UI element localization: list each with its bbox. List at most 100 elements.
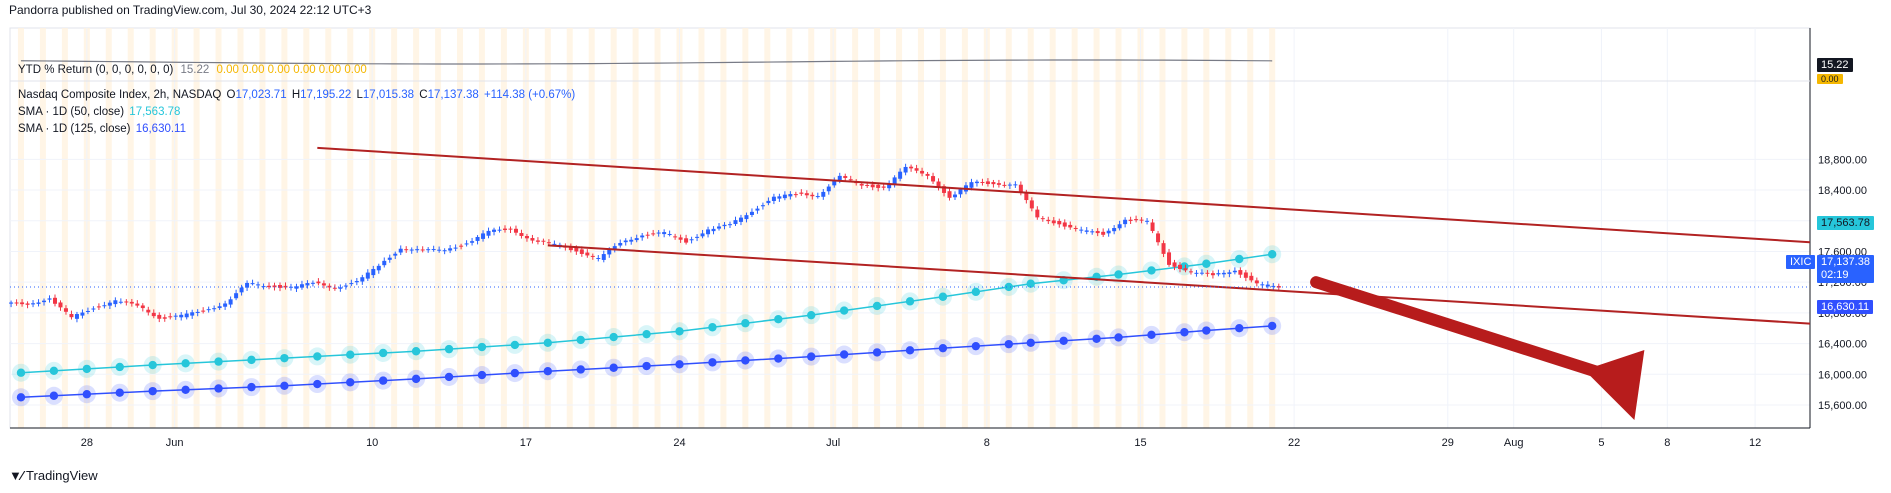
sma125-point bbox=[938, 343, 948, 353]
sma125-point bbox=[280, 381, 289, 390]
candle-body bbox=[316, 281, 321, 284]
open-label: O bbox=[226, 89, 236, 101]
candle-body bbox=[360, 277, 365, 282]
sma125-point bbox=[1202, 326, 1211, 335]
candle-body bbox=[409, 249, 414, 251]
candle-body bbox=[124, 301, 129, 303]
candle-body bbox=[881, 186, 886, 188]
plot-frame bbox=[9, 27, 1811, 429]
y-tick-label: 15,600.00 bbox=[1818, 400, 1867, 412]
sma125-point bbox=[115, 388, 124, 397]
ytd-axis-zero-tag: 0.00 bbox=[1817, 74, 1843, 84]
candle-body bbox=[623, 240, 628, 243]
candle-body bbox=[903, 166, 908, 173]
candle-body bbox=[662, 232, 667, 235]
session-band bbox=[939, 28, 946, 428]
candle-body bbox=[1194, 272, 1199, 274]
session-band bbox=[632, 28, 639, 428]
candle-body bbox=[678, 237, 683, 240]
session-band bbox=[149, 28, 156, 428]
sma50-point bbox=[1114, 270, 1123, 279]
candle-body bbox=[481, 233, 486, 239]
session-band bbox=[1005, 28, 1012, 428]
candle-body bbox=[146, 309, 151, 313]
sma125-point bbox=[510, 368, 520, 378]
candle-body bbox=[398, 248, 403, 253]
candle-body bbox=[113, 300, 118, 305]
sma50-point bbox=[510, 340, 520, 350]
candle-body bbox=[162, 317, 167, 319]
sma125-legend[interactable]: SMA · 1D (125, close) 16,630.11 bbox=[18, 123, 186, 135]
sma50-point bbox=[839, 306, 849, 315]
candle-body bbox=[1156, 233, 1161, 243]
candle-body bbox=[1007, 184, 1012, 186]
candle-body bbox=[223, 303, 228, 307]
session-band bbox=[457, 28, 463, 428]
ixic-symbol-tag: IXIC bbox=[1786, 255, 1816, 269]
candle-body bbox=[717, 226, 722, 229]
sma125-point bbox=[378, 376, 388, 385]
candle-body bbox=[579, 249, 584, 254]
candle-body bbox=[1117, 224, 1122, 229]
session-band bbox=[720, 28, 727, 428]
sma50-point bbox=[444, 344, 454, 354]
x-tick-label: 22 bbox=[1288, 437, 1300, 449]
high-value: 17,195.22 bbox=[300, 89, 352, 101]
candle-body bbox=[1106, 230, 1111, 234]
candle-body bbox=[129, 301, 134, 304]
candle-body bbox=[239, 287, 244, 293]
candle-body bbox=[700, 233, 705, 237]
candle-body bbox=[151, 312, 156, 317]
x-tick-label: 15 bbox=[1134, 437, 1146, 449]
published-header: Pandorra published on TradingView.com, J… bbox=[9, 3, 372, 17]
candle-body bbox=[74, 314, 79, 319]
ytd-legend[interactable]: YTD % Return (0, 0, 0, 0, 0, 0) 15.22 0.… bbox=[18, 64, 367, 76]
sma125-point bbox=[411, 374, 421, 384]
candle-body bbox=[14, 302, 19, 304]
session-band bbox=[1027, 28, 1034, 428]
candle-body bbox=[294, 286, 299, 289]
session-band bbox=[1049, 28, 1056, 428]
low-label: L bbox=[356, 89, 363, 101]
session-band bbox=[654, 28, 661, 428]
sma50-point bbox=[16, 368, 26, 377]
session-band bbox=[544, 28, 551, 428]
candle-body bbox=[173, 315, 178, 317]
candle-body bbox=[96, 306, 101, 308]
candle-body bbox=[1172, 262, 1177, 267]
candle-body bbox=[909, 166, 914, 169]
candle-body bbox=[470, 241, 475, 243]
candle-body bbox=[283, 285, 288, 288]
sma50-point bbox=[411, 347, 421, 356]
candle-body bbox=[1134, 219, 1139, 221]
candle-body bbox=[738, 217, 743, 222]
sma125-point bbox=[905, 346, 915, 355]
sma125-point bbox=[1004, 339, 1013, 349]
sma125-point bbox=[642, 361, 651, 371]
countdown-value: 02:19 bbox=[1821, 269, 1849, 281]
tradingview-logo[interactable]: ▼⁄ TradingView bbox=[9, 468, 98, 483]
sma125-point bbox=[872, 348, 882, 357]
candle-body bbox=[1232, 270, 1237, 273]
session-band bbox=[961, 28, 968, 428]
candle-body bbox=[541, 240, 546, 242]
candle-body bbox=[1139, 219, 1144, 221]
candle-body bbox=[974, 181, 979, 184]
sma50-point bbox=[82, 364, 92, 374]
candle-body bbox=[985, 181, 990, 184]
sma50-legend[interactable]: SMA · 1D (50, close) 17,563.78 bbox=[18, 106, 180, 118]
session-band bbox=[786, 28, 793, 428]
candle-body bbox=[349, 283, 354, 285]
sma50-point bbox=[807, 310, 816, 320]
candle-body bbox=[85, 310, 90, 312]
candle-body bbox=[107, 302, 112, 306]
sma125-point bbox=[543, 367, 553, 376]
session-band bbox=[1269, 28, 1276, 428]
symbol-legend[interactable]: Nasdaq Composite Index, 2h, NASDAQ O17,0… bbox=[18, 89, 575, 101]
sma125-price-tag: 16,630.11 bbox=[1817, 300, 1874, 314]
candle-body bbox=[354, 281, 359, 283]
x-tick-label: 17 bbox=[520, 437, 532, 449]
candle-body bbox=[1183, 268, 1188, 271]
candle-body bbox=[947, 191, 952, 198]
